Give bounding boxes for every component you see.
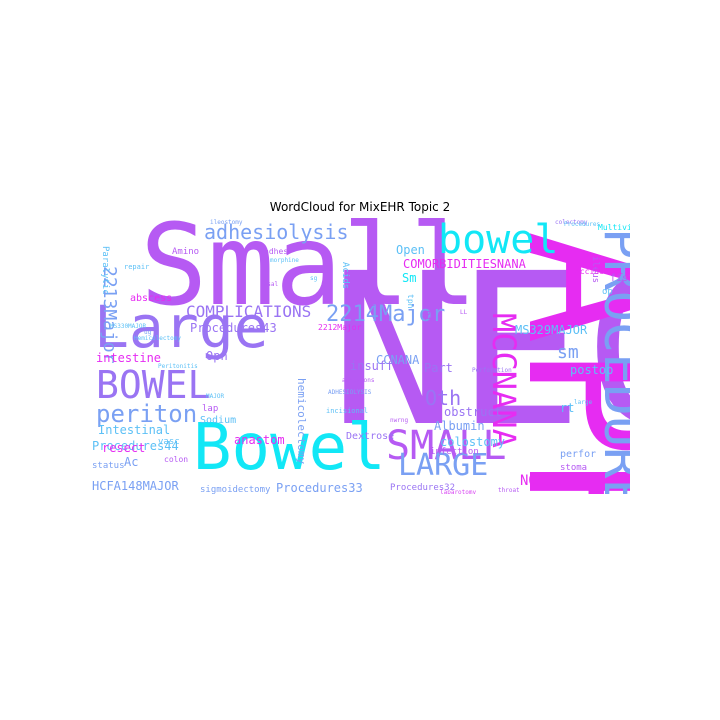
cloud-word: ADHESIOLYSIS (328, 389, 372, 396)
cloud-word: perfor (560, 449, 597, 460)
cloud-word: Procedures43 (190, 321, 277, 335)
cloud-word: MS330MAJOR (110, 323, 147, 330)
cloud-word: op (602, 287, 613, 297)
cloud-word: nasal (260, 281, 279, 288)
cloud-word: large (574, 399, 593, 406)
cloud-word: ift (370, 299, 387, 309)
figure-title: WordCloud for MixEHR Topic 2 (269, 200, 451, 214)
cloud-word: Open (396, 243, 425, 257)
cloud-word: Albumin (434, 419, 485, 433)
cloud-word: Multivitamin (598, 223, 630, 232)
cloud-word: 2212Major (318, 323, 362, 332)
cloud-word: postop (570, 363, 614, 377)
cloud-word: Dextrose (346, 431, 395, 442)
cloud-word: sm (557, 342, 579, 363)
cloud-word: hernia (422, 294, 432, 327)
cloud-word: colectomy (555, 219, 588, 226)
cloud-word: Peritonitis (158, 363, 198, 370)
cloud-word: bowel (438, 218, 559, 263)
cloud-word: sigmoidectomy (200, 485, 271, 495)
cloud-word: NOS (520, 473, 546, 489)
cloud-word: Large (94, 293, 269, 361)
cloud-word: Procedures32 (390, 483, 456, 493)
cloud-word: LARGE (398, 448, 489, 483)
cloud-word: periton (96, 400, 198, 428)
cloud-word: MS329MAJOR (515, 323, 588, 337)
cloud-word: NEC (330, 228, 630, 473)
cloud-word: laparotomy (440, 489, 477, 495)
cloud-word: colostomy (440, 435, 506, 449)
cloud-word: Part (424, 361, 453, 375)
cloud-word: COMORBIDITIESNANA (403, 257, 526, 271)
cloud-word: status (92, 461, 125, 471)
cloud-word: nwrng (390, 417, 409, 424)
cloud-word: ileostomy (210, 219, 243, 226)
cloud-word: Intestinal (98, 423, 171, 437)
wordcloud-canvas: NECAPRSmallBowelPROCEDURESLargebowelBOWE… (90, 218, 630, 494)
cloud-word: infection (430, 447, 479, 457)
cloud-word: Ac (124, 455, 139, 469)
cloud-word: Paralytic (100, 246, 110, 295)
cloud-word: tpn (406, 294, 415, 309)
cloud-word: insuff (350, 359, 394, 373)
cloud-word: Small (140, 218, 478, 331)
cloud-word: obstruct (444, 405, 502, 419)
cloud-word: Sodium (200, 415, 237, 426)
cloud-word: adhesions (342, 377, 375, 384)
cloud-word: stoma (560, 463, 588, 473)
cloud-word: Oth (425, 386, 462, 410)
cloud-word: resect (102, 441, 146, 455)
cloud-word: fistula (610, 273, 630, 284)
cloud-word: Perforation (472, 367, 512, 374)
cloud-word: adhes (264, 247, 289, 256)
cloud-word: Sm (402, 271, 417, 285)
cloud-word: Procedures44 (92, 439, 179, 453)
cloud-word: CCNANA (376, 353, 420, 367)
cloud-word: ug (144, 329, 152, 336)
cloud-word: sg (310, 275, 318, 282)
cloud-word: LL (460, 309, 468, 316)
cloud-word: Accidental (575, 267, 624, 276)
cloud-word: lap (202, 404, 219, 414)
cloud-word: adhesiolysis (204, 220, 349, 244)
cloud-word: repair (124, 263, 150, 271)
cloud-word: MAJOR (206, 393, 225, 400)
cloud-word: SMALL (386, 423, 507, 469)
cloud-word: throat (498, 487, 520, 494)
cloud-word: Opn (206, 349, 228, 363)
cloud-word: Amino (172, 247, 200, 257)
cloud-word: hemicolectomy (295, 378, 308, 465)
cloud-word: BOWEL (96, 363, 211, 407)
cloud-word: COMPLICATIONS (186, 302, 312, 321)
cloud-word: colon (164, 455, 189, 464)
cloud-word: Procedures (564, 221, 601, 228)
cloud-word: abscess (130, 293, 173, 304)
cloud-word: morphine (270, 257, 299, 264)
cloud-word: incisional (326, 407, 369, 415)
cloud-word: Hemicolectomy (134, 335, 181, 342)
cloud-word: vasc (158, 437, 180, 447)
cloud-word: anastom (234, 433, 285, 447)
cloud-word: Acids (340, 262, 350, 290)
cloud-word: HCFA148MAJOR (92, 479, 179, 493)
cloud-word: intestine (96, 351, 162, 365)
cloud-word: Procedures33 (276, 481, 363, 494)
cloud-word: 2214Major (326, 302, 446, 327)
cloud-word: Bowel (193, 411, 386, 485)
cloud-word: rt (560, 401, 575, 415)
